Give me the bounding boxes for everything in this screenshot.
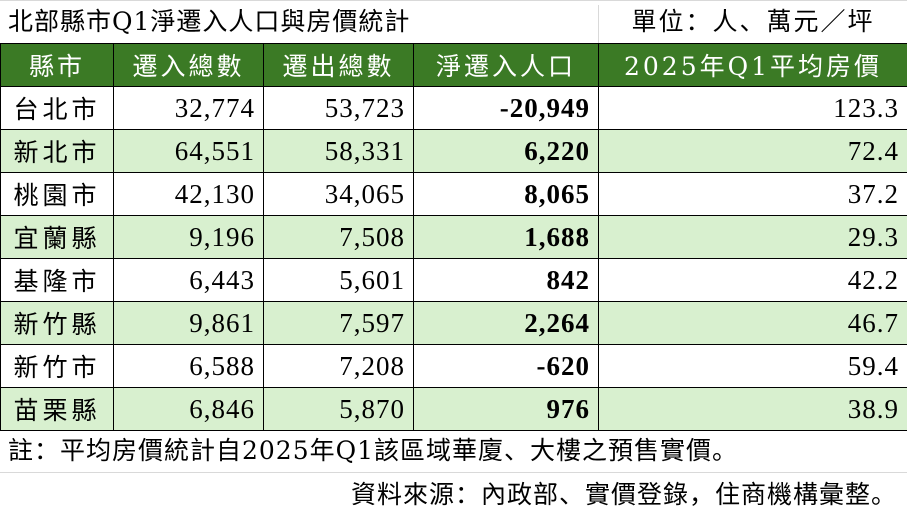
cell-net[interactable]: 8,065 (413, 172, 599, 216)
cell-price[interactable]: 38.9 (598, 387, 907, 431)
table-row: 新北市 64,551 58,331 6,220 72.4 (0, 129, 907, 173)
cell-out[interactable]: 7,508 (263, 215, 414, 259)
footnote: 註：平均房價統計自2025年Q1該區域華廈、大樓之預售實價。 (8, 436, 739, 465)
cell-in[interactable]: 6,443 (113, 258, 264, 302)
cell-net[interactable]: -620 (413, 344, 599, 388)
table-row: 新竹縣 9,861 7,597 2,264 46.7 (0, 301, 907, 345)
cell-out[interactable]: 34,065 (263, 172, 414, 216)
cell-price[interactable]: 123.3 (598, 86, 907, 130)
table-title: 北部縣市Q1淨遷入人口與房價統計 (8, 7, 411, 36)
cell-net[interactable]: 1,688 (413, 215, 599, 259)
header-row: 縣市 遷入總數 遷出總數 淨遷入人口 2025年Q1平均房價 (0, 43, 907, 87)
header-out-total[interactable]: 遷出總數 (263, 43, 414, 87)
data-source: 資料來源：內政部、實價登錄，住商機構彙整。 (350, 480, 897, 509)
header-county[interactable]: 縣市 (0, 43, 114, 87)
table-row: 苗栗縣 6,846 5,870 976 38.9 (0, 387, 907, 431)
source-row: 資料來源：內政部、實價登錄，住商機構彙整。 (0, 473, 907, 517)
title-row: 北部縣市Q1淨遷入人口與房價統計 單位：人、萬元／坪 (0, 0, 907, 44)
cell-net[interactable]: 842 (413, 258, 599, 302)
cell-net[interactable]: 6,220 (413, 129, 599, 173)
header-avg-price[interactable]: 2025年Q1平均房價 (598, 43, 907, 87)
cell-out[interactable]: 5,870 (263, 387, 414, 431)
cell-county[interactable]: 基隆市 (0, 258, 114, 302)
cell-out[interactable]: 7,208 (263, 344, 414, 388)
cell-in[interactable]: 32,774 (113, 86, 264, 130)
cell-net[interactable]: -20,949 (413, 86, 599, 130)
cell-in[interactable]: 9,861 (113, 301, 264, 345)
note-row: 註：平均房價統計自2025年Q1該區域華廈、大樓之預售實價。 (0, 430, 907, 473)
cell-net[interactable]: 976 (413, 387, 599, 431)
cell-net[interactable]: 2,264 (413, 301, 599, 345)
table-row: 基隆市 6,443 5,601 842 42.2 (0, 258, 907, 302)
cell-county[interactable]: 苗栗縣 (0, 387, 114, 431)
cell-county[interactable]: 新竹市 (0, 344, 114, 388)
header-in-total[interactable]: 遷入總數 (113, 43, 264, 87)
cell-county[interactable]: 桃園市 (0, 172, 114, 216)
cell-in[interactable]: 6,846 (113, 387, 264, 431)
table-row: 台北市 32,774 53,723 -20,949 123.3 (0, 86, 907, 130)
cell-county[interactable]: 新北市 (0, 129, 114, 173)
table-row: 宜蘭縣 9,196 7,508 1,688 29.3 (0, 215, 907, 259)
cell-county[interactable]: 新竹縣 (0, 301, 114, 345)
unit-label: 單位：人、萬元／坪 (598, 5, 907, 44)
cell-in[interactable]: 9,196 (113, 215, 264, 259)
cell-county[interactable]: 宜蘭縣 (0, 215, 114, 259)
cell-price[interactable]: 37.2 (598, 172, 907, 216)
table-row: 新竹市 6,588 7,208 -620 59.4 (0, 344, 907, 388)
cell-price[interactable]: 42.2 (598, 258, 907, 302)
cell-in[interactable]: 64,551 (113, 129, 264, 173)
cell-in[interactable]: 6,588 (113, 344, 264, 388)
cell-in[interactable]: 42,130 (113, 172, 264, 216)
table-row: 桃園市 42,130 34,065 8,065 37.2 (0, 172, 907, 216)
cell-price[interactable]: 46.7 (598, 301, 907, 345)
cell-out[interactable]: 7,597 (263, 301, 414, 345)
header-net-migration[interactable]: 淨遷入人口 (413, 43, 599, 87)
cell-out[interactable]: 5,601 (263, 258, 414, 302)
cell-price[interactable]: 29.3 (598, 215, 907, 259)
cell-out[interactable]: 58,331 (263, 129, 414, 173)
data-table: 縣市 遷入總數 遷出總數 淨遷入人口 2025年Q1平均房價 台北市 32,77… (0, 43, 907, 431)
cell-price[interactable]: 59.4 (598, 344, 907, 388)
cell-price[interactable]: 72.4 (598, 129, 907, 173)
cell-out[interactable]: 53,723 (263, 86, 414, 130)
cell-county[interactable]: 台北市 (0, 86, 114, 130)
